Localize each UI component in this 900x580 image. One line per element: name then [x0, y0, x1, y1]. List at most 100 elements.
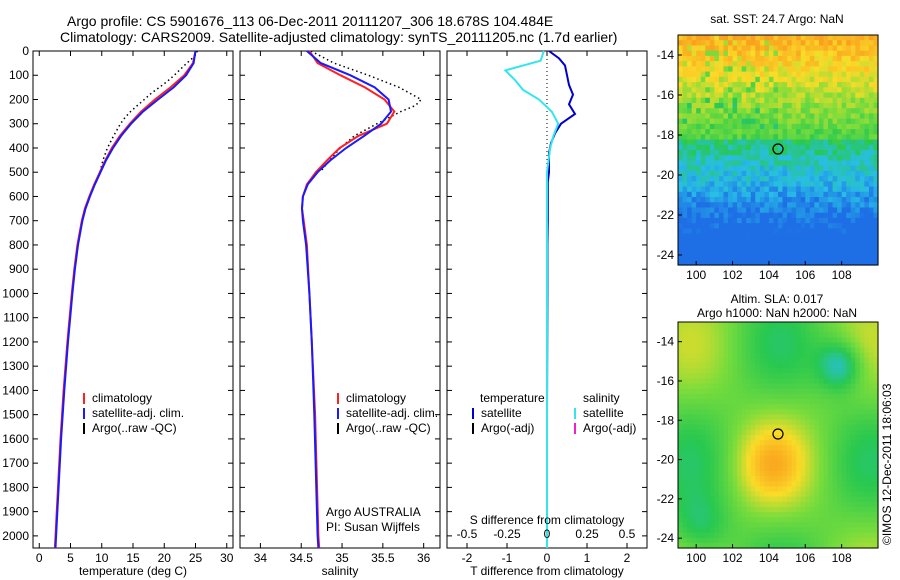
sla-map-cell: [718, 388, 725, 395]
sst-map-cell: [778, 176, 784, 182]
sla-map-cell: [718, 491, 725, 498]
sla-map-cell: [718, 404, 725, 410]
sla-map-cell: [805, 347, 811, 354]
sla-map-cell: [768, 460, 775, 467]
sst-map-cell: [850, 134, 856, 141]
sst-map-cell: [809, 108, 815, 115]
sla-map-cell: [723, 481, 729, 487]
sla-map-cell: [705, 455, 711, 462]
sla-map-cell: [818, 491, 825, 498]
sla-map-cell: [864, 532, 870, 539]
sst-map-cell: [868, 118, 875, 125]
sst-map-cell: [864, 129, 870, 135]
sla-map-cell: [750, 383, 756, 390]
sla-map-cell: [805, 424, 811, 431]
sla-map-cell: [755, 414, 761, 421]
temp-xlabel: temperature (deg C): [79, 564, 187, 578]
sst-map-cell: [841, 129, 847, 135]
sla-map-cell: [778, 460, 784, 467]
sst-map-cell: [846, 102, 852, 109]
sla-map-cell: [759, 393, 765, 400]
sla-map-cell: [691, 517, 697, 523]
sla-map-cell: [828, 450, 834, 457]
sla-map-cell: [687, 476, 693, 482]
sla-map-cell: [791, 404, 797, 410]
sla-map-cell: [850, 373, 856, 380]
sst-map-cell: [787, 82, 793, 88]
argo-pi-label: PI: Susan Wijffels: [326, 520, 420, 534]
sla-map-cell: [782, 481, 788, 487]
sst-map-cell: [868, 108, 875, 115]
sst-map-cell: [732, 123, 738, 130]
sla-map-cell: [778, 440, 784, 446]
sst-map-cell: [755, 212, 761, 219]
sst-map-cell: [796, 108, 802, 115]
sla-map-cell: [718, 414, 725, 421]
sst-map-cell: [759, 71, 765, 78]
sla-map-cell: [796, 455, 802, 462]
sst-map-cell: [709, 113, 715, 120]
sst-map-cell: [841, 66, 847, 73]
sla-map-cell: [741, 373, 747, 380]
sst-map-cell: [691, 66, 697, 73]
sst-map-cell: [796, 186, 802, 193]
sla-map-xtick-label: 100: [686, 551, 706, 565]
sst-map-cell: [714, 244, 720, 250]
sst-map-cell: [837, 40, 843, 47]
sst-map-cell: [773, 217, 779, 224]
sst-map-cell: [855, 150, 861, 156]
sla-map-cell: [746, 393, 752, 400]
sst-map-cell: [855, 134, 861, 141]
sla-map-cell: [782, 501, 788, 508]
sst-map-cell: [714, 45, 720, 52]
sla-map-cell: [768, 368, 775, 374]
sla-map-cell: [714, 399, 720, 405]
depth-tick-label: 1600: [2, 432, 29, 446]
sst-map-cell: [868, 191, 875, 198]
sst-map-cell: [759, 102, 765, 109]
sla-map-cell: [814, 542, 820, 549]
sst-map-cell: [705, 40, 711, 47]
sla-map-cell: [678, 445, 684, 452]
sst-map-cell: [814, 66, 820, 73]
sla-map-cell: [718, 517, 725, 523]
sla-map-cell: [700, 491, 706, 498]
sst-map-cell: [737, 191, 743, 198]
sla-map-cell: [732, 393, 738, 400]
sst-map-cell: [723, 55, 729, 62]
sst-map-cell: [791, 102, 797, 109]
sla-map-cell: [709, 512, 715, 518]
sla-map-cell: [773, 440, 779, 446]
temp-xtick-label: 15: [126, 551, 140, 565]
sla-map-cell: [737, 440, 743, 446]
sla-map-cell: [700, 357, 706, 364]
sst-map-cell: [746, 244, 752, 250]
sst-map-cell: [846, 191, 852, 198]
sst-map-cell: [809, 66, 815, 73]
sst-map-cell: [696, 249, 702, 256]
sst-map-cell: [768, 181, 775, 188]
sst-map-cell: [805, 155, 811, 162]
sla-map-cell: [828, 512, 834, 518]
sla-map-cell: [868, 322, 875, 328]
sla-map-cell: [846, 522, 852, 529]
sla-map-cell: [741, 357, 747, 364]
sla-map-cell: [718, 440, 725, 446]
sst-map-cell: [741, 233, 747, 240]
sla-map-cell: [814, 322, 820, 328]
sst-map-cell: [705, 155, 711, 162]
sst-map-cell: [718, 254, 725, 261]
sla-map-cell: [687, 342, 693, 349]
sst-map-cell: [732, 61, 738, 67]
sst-map-cell: [682, 66, 688, 73]
sla-map-cell: [728, 393, 734, 400]
sst-map-cell: [846, 108, 852, 115]
sla-map-cell: [800, 373, 806, 380]
sla-map-cell: [714, 342, 720, 349]
sst-map-cell: [864, 71, 870, 78]
sst-map-cell: [732, 150, 738, 156]
sla-map-cell: [850, 368, 856, 374]
sst-map-cell: [773, 118, 779, 125]
sla-map-cell: [828, 363, 834, 369]
sst-map-cell: [832, 144, 838, 151]
